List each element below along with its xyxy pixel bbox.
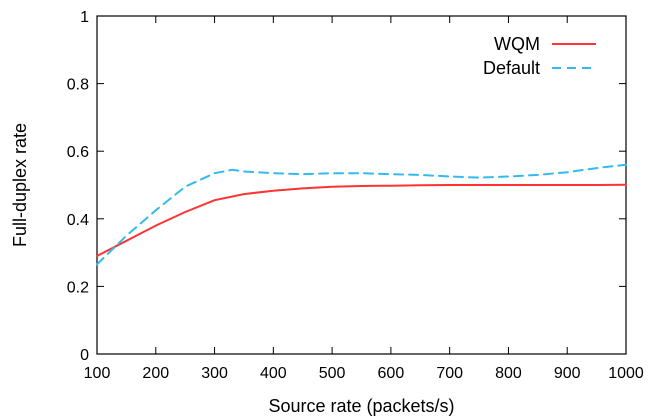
x-tick-label: 500 (319, 365, 346, 382)
y-tick-label: 0.4 (67, 212, 89, 229)
x-tick-label: 1000 (608, 365, 644, 382)
x-tick-label: 300 (201, 365, 228, 382)
x-tick-label: 400 (260, 365, 287, 382)
legend-label-wqm: WQM (494, 34, 540, 54)
x-tick-label: 100 (84, 365, 111, 382)
y-axis-title: Full-duplex rate (10, 123, 30, 247)
y-tick-label: 0.6 (67, 144, 89, 161)
legend-label-default: Default (483, 58, 540, 78)
series-line-default (96, 163, 627, 266)
x-tick-label: 600 (378, 365, 405, 382)
y-tick-label: 1 (80, 9, 89, 26)
y-tick-label: 0 (80, 347, 89, 364)
x-tick-label: 900 (554, 365, 581, 382)
y-tick-label: 0.8 (67, 77, 89, 94)
x-tick-label: 800 (495, 365, 522, 382)
y-tick-label: 0.2 (67, 279, 89, 296)
x-tick-label: 200 (142, 365, 169, 382)
x-axis-title: Source rate (packets/s) (268, 396, 454, 416)
series-line-wqm (96, 183, 627, 257)
x-tick-label: 700 (436, 365, 463, 382)
